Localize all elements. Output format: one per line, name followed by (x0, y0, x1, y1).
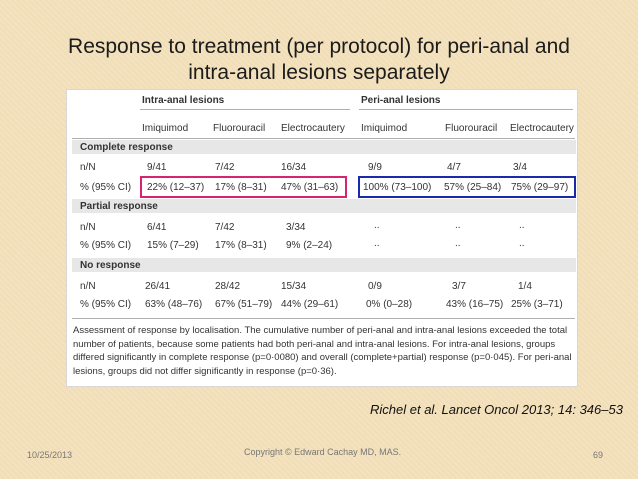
table-cell: 0/9 (368, 281, 382, 292)
col-header-intra-electrocautery: Electrocautery (281, 123, 345, 134)
slide-title-line-1: Response to treatment (per protocol) for… (68, 35, 570, 58)
section-band-none (72, 258, 576, 272)
table-cell: 4/7 (447, 162, 461, 173)
footer-date: 10/25/2013 (27, 450, 73, 460)
table-cell: 3/4 (513, 162, 527, 173)
table-cell: 7/42 (215, 162, 235, 173)
citation: Richel et al. Lancet Oncol 2013; 14: 346… (370, 402, 623, 417)
section-label-none: No response (80, 260, 141, 271)
table-cell: 44% (29–61) (281, 299, 339, 310)
table-cell: 16/34 (281, 162, 307, 173)
table-cell: 26/41 (145, 281, 171, 292)
group-header-peri: Peri-anal lesions (361, 95, 441, 106)
table-cell: 9/9 (368, 162, 382, 173)
slide-title: Response to treatment (per protocol) for… (20, 34, 618, 86)
table-cell: 1/4 (518, 281, 532, 292)
highlight-box-intra-complete (140, 176, 347, 198)
row-label: % (95% CI) (80, 240, 132, 251)
table-cell: 63% (48–76) (145, 299, 203, 310)
col-header-peri-electrocautery: Electrocautery (510, 123, 574, 134)
table-cell: 22% (12–37) (147, 182, 205, 193)
footnote-rule (72, 318, 575, 319)
table-cell: 0% (0–28) (366, 299, 413, 310)
table-cell: .. (374, 238, 380, 249)
group-rule-intra (140, 109, 350, 110)
group-header-intra: Intra-anal lesions (142, 95, 225, 106)
row-label: % (95% CI) (80, 182, 132, 193)
table-cell: 15% (7–29) (147, 240, 199, 251)
table-footnote: Assessment of response by localisation. … (73, 325, 572, 377)
section-label-complete: Complete response (80, 142, 173, 153)
row-label: % (95% CI) (80, 299, 132, 310)
table-cell: 17% (8–31) (215, 240, 267, 251)
section-label-partial: Partial response (80, 201, 158, 212)
table-cell: 9/41 (147, 162, 167, 173)
table-cell: 17% (8–31) (215, 182, 267, 193)
page-number: 69 (593, 450, 604, 460)
table-cell: .. (519, 220, 525, 231)
table-cell: 43% (16–75) (446, 299, 504, 310)
section-band-partial (72, 199, 576, 213)
table-cell: 15/34 (281, 281, 307, 292)
table-cell: .. (519, 238, 525, 249)
row-label: n/N (80, 281, 96, 292)
slide-title-line-2: intra-anal lesions separately (188, 61, 450, 84)
table-cell: .. (455, 220, 461, 231)
table-cell: .. (374, 220, 380, 231)
table-cell: 57% (25–84) (444, 182, 502, 193)
table-cell: 28/42 (215, 281, 241, 292)
group-rule-peri (359, 109, 573, 110)
col-header-intra-fluorouracil: Fluorouracil (213, 123, 266, 134)
row-label: n/N (80, 162, 96, 173)
col-header-intra-imiquimod: Imiquimod (142, 123, 189, 134)
table-cell: 47% (31–63) (281, 182, 339, 193)
table-cell: 100% (73–100) (363, 182, 432, 193)
section-band-complete (72, 140, 576, 154)
row-label: n/N (80, 222, 96, 233)
table-cell: 3/7 (452, 281, 466, 292)
table-cell: 75% (29–97) (511, 182, 569, 193)
table-cell: 3/34 (286, 222, 306, 233)
table-cell: 7/42 (215, 222, 235, 233)
table-cell: 6/41 (147, 222, 167, 233)
header-rule (72, 138, 575, 139)
table-cell: 25% (3–71) (511, 299, 563, 310)
table-cell: 67% (51–79) (215, 299, 273, 310)
col-header-peri-fluorouracil: Fluorouracil (445, 123, 498, 134)
col-header-peri-imiquimod: Imiquimod (361, 123, 408, 134)
table-cell: 9% (2–24) (286, 240, 333, 251)
footer-copyright: Copyright © Edward Cachay MD, MAS. (244, 447, 402, 457)
highlight-box-peri-complete (358, 176, 576, 198)
table-cell: .. (455, 238, 461, 249)
